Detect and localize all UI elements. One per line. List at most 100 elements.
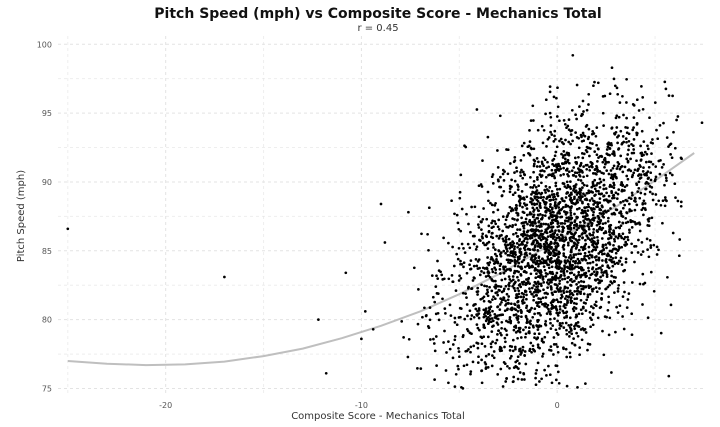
data-point — [649, 246, 653, 249]
data-point — [528, 282, 531, 285]
data-point — [521, 170, 525, 174]
data-point — [556, 370, 560, 374]
data-point — [534, 372, 538, 375]
data-point — [578, 224, 582, 228]
data-point — [550, 291, 554, 295]
data-point — [612, 150, 616, 154]
data-point — [493, 312, 497, 316]
data-point — [606, 142, 610, 146]
data-point — [538, 165, 542, 168]
data-point — [468, 246, 472, 250]
data-point — [570, 108, 574, 112]
data-point — [512, 241, 516, 245]
data-point — [575, 171, 579, 175]
data-point — [572, 244, 576, 248]
data-point — [630, 312, 634, 316]
data-point — [511, 254, 515, 258]
data-point — [620, 142, 624, 146]
data-point — [541, 340, 545, 344]
data-point — [491, 309, 494, 313]
data-point — [470, 314, 474, 317]
data-point — [379, 202, 383, 206]
data-point — [668, 171, 672, 175]
data-point — [669, 142, 673, 146]
data-point — [547, 216, 551, 220]
data-point — [481, 232, 485, 236]
data-point — [628, 228, 631, 232]
data-point — [455, 323, 459, 327]
data-point — [608, 258, 611, 262]
data-point — [515, 260, 519, 263]
data-point — [552, 140, 556, 143]
data-point — [522, 173, 526, 176]
data-point — [472, 344, 476, 348]
data-point — [593, 216, 597, 220]
data-point — [493, 297, 497, 301]
data-point — [649, 178, 653, 182]
data-point — [534, 185, 538, 189]
data-point — [600, 279, 604, 283]
data-point — [578, 220, 582, 224]
data-point — [679, 200, 683, 204]
data-point — [679, 204, 683, 208]
data-point — [589, 305, 593, 308]
data-point — [553, 290, 557, 294]
data-point — [643, 150, 647, 154]
data-point — [616, 192, 620, 196]
data-point — [402, 336, 405, 339]
data-point — [565, 328, 568, 332]
data-point — [545, 312, 549, 315]
data-point — [645, 171, 648, 175]
data-point — [544, 210, 547, 214]
data-point — [531, 324, 535, 328]
data-point — [504, 340, 507, 344]
data-point — [587, 189, 591, 193]
data-point — [549, 211, 552, 215]
data-point — [559, 270, 563, 273]
data-point — [663, 196, 667, 199]
data-point — [500, 278, 504, 282]
data-point — [433, 349, 437, 353]
y-tick-label: 100 — [37, 40, 52, 49]
data-point — [580, 257, 584, 261]
data-point — [492, 210, 495, 214]
data-point — [510, 308, 514, 312]
data-point — [528, 287, 531, 290]
data-point — [631, 220, 634, 223]
data-point — [525, 318, 529, 321]
data-point — [566, 280, 569, 284]
data-point — [640, 154, 644, 158]
data-point — [502, 249, 506, 253]
data-point — [441, 297, 444, 301]
data-point — [449, 314, 453, 317]
data-point — [535, 198, 539, 202]
data-point — [568, 290, 571, 294]
data-point — [627, 148, 630, 152]
data-point — [540, 160, 544, 164]
data-point — [611, 256, 615, 260]
data-point — [525, 203, 529, 207]
data-point — [612, 77, 616, 81]
data-point — [585, 298, 589, 302]
data-point — [590, 254, 594, 257]
data-point — [574, 113, 577, 117]
data-point — [532, 284, 536, 287]
data-point — [657, 199, 661, 203]
data-point — [508, 366, 511, 370]
data-point — [561, 182, 565, 185]
data-point — [501, 215, 505, 218]
data-point — [548, 251, 552, 254]
data-point — [522, 295, 526, 299]
data-point — [552, 235, 555, 238]
data-point — [508, 356, 512, 360]
data-point — [516, 245, 519, 249]
data-point — [484, 354, 488, 358]
data-point — [585, 184, 589, 188]
data-point — [592, 228, 596, 231]
data-point — [538, 201, 542, 205]
data-point — [615, 86, 619, 90]
data-point — [487, 229, 491, 233]
data-point — [442, 236, 445, 240]
data-point — [604, 221, 607, 225]
data-point — [496, 166, 500, 169]
